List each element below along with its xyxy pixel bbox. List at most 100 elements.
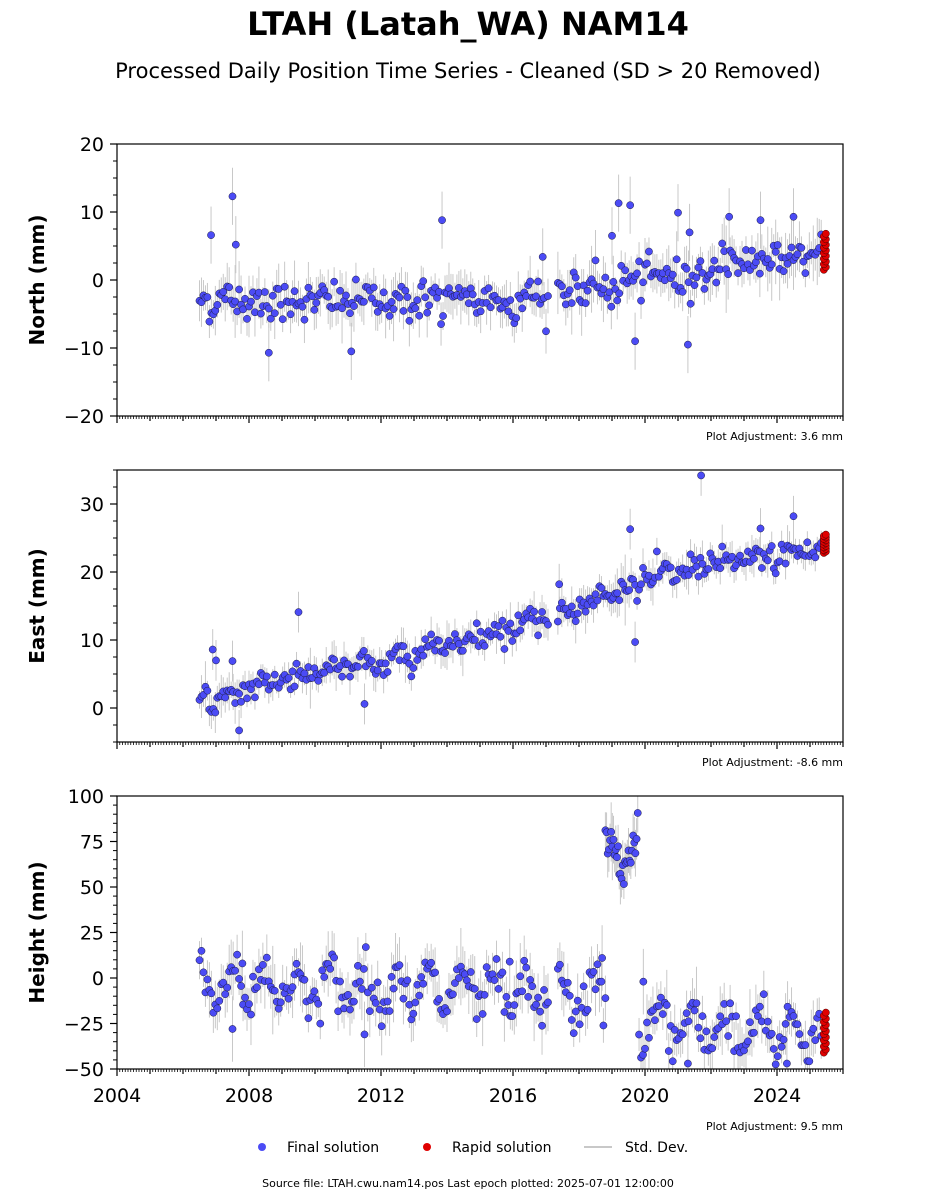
final-point (583, 1005, 592, 1014)
final-point (207, 989, 216, 998)
final-point (203, 975, 212, 984)
plot-area (195, 796, 830, 1069)
final-point (809, 1024, 818, 1033)
final-point (609, 278, 618, 286)
final-point (554, 617, 562, 626)
final-point (615, 289, 624, 298)
final-point (544, 292, 552, 300)
final-point (266, 314, 275, 323)
outlier-point (505, 957, 514, 966)
final-point (639, 278, 647, 287)
outlier-point (756, 524, 765, 533)
final-point (635, 257, 643, 266)
final-point (292, 959, 301, 968)
final-point (439, 312, 447, 320)
final-point (500, 1008, 509, 1016)
final-point (354, 961, 362, 970)
x-tick-label: 2020 (621, 1085, 669, 1107)
final-point (708, 1044, 717, 1053)
final-point (367, 983, 376, 992)
final-point (633, 809, 642, 817)
final-point (371, 999, 380, 1007)
final-point (795, 1030, 804, 1038)
final-point (787, 243, 796, 252)
final-point (407, 672, 416, 681)
final-point (413, 296, 422, 304)
final-point (399, 307, 408, 315)
y-tick-label: 20 (80, 134, 104, 156)
y-tick-label: 0 (92, 270, 104, 292)
outlier-point (697, 471, 705, 480)
final-point (724, 1032, 733, 1040)
final-point (451, 979, 459, 987)
rapid-point (822, 229, 830, 238)
final-point (601, 994, 610, 1003)
final-point (609, 835, 618, 844)
final-point (270, 670, 279, 679)
final-point (678, 1030, 687, 1039)
final-point (557, 282, 566, 291)
outlier-point (639, 977, 648, 986)
final-point (231, 297, 239, 306)
final-point (653, 547, 661, 556)
final-point (346, 309, 354, 318)
rapid-solution-points (820, 229, 830, 274)
final-point (799, 257, 808, 266)
final-point (635, 1030, 643, 1039)
outlier-point (555, 580, 564, 589)
outlier-point (235, 726, 243, 735)
legend-rapid-label: Rapid solution (452, 1140, 552, 1156)
final-point (579, 982, 588, 991)
final-point (415, 311, 424, 320)
final-point (769, 1045, 778, 1053)
final-point (597, 977, 606, 986)
final-point (358, 985, 366, 993)
final-point (571, 617, 580, 626)
final-point (591, 985, 600, 994)
final-point (472, 1015, 481, 1023)
y-tick-label: −50 (64, 1059, 104, 1081)
final-point (718, 239, 727, 248)
final-point (344, 991, 352, 999)
final-point (231, 966, 239, 975)
final-point (686, 550, 695, 559)
final-point (672, 576, 681, 584)
final-point (793, 1020, 802, 1029)
final-point (352, 275, 360, 284)
east-panel: 0 10 20 30 East (mm) Plot Adjustment: -8.6 mm (25, 469, 844, 769)
final-point (581, 299, 590, 307)
chart-title: LTAH (Latah_WA) NAM14 (247, 5, 689, 43)
final-point (326, 964, 335, 973)
outlier-point (208, 645, 217, 654)
final-point (797, 244, 806, 252)
final-point (643, 259, 651, 268)
final-point (419, 277, 428, 285)
final-point (698, 1012, 707, 1020)
final-point (441, 649, 449, 657)
final-point (682, 1009, 691, 1018)
final-point (411, 304, 420, 313)
final-point (245, 1000, 253, 1008)
final-point (534, 993, 542, 1002)
axes-frame (116, 143, 844, 417)
final-point (316, 1019, 325, 1028)
final-point (470, 635, 479, 644)
final-point (270, 309, 279, 318)
final-point (284, 674, 293, 682)
final-point (763, 255, 772, 263)
final-point (253, 983, 261, 992)
final-point (383, 997, 392, 1006)
outlier-point (228, 657, 237, 665)
final-point (455, 974, 463, 982)
final-point (540, 986, 548, 994)
final-point (750, 1028, 758, 1037)
final-point (338, 304, 346, 313)
final-point (690, 1006, 699, 1015)
final-point (310, 306, 319, 314)
final-point (494, 622, 503, 631)
final-point (292, 659, 301, 668)
final-point (304, 1014, 313, 1023)
outlier-point (608, 231, 616, 240)
final-point (498, 968, 507, 977)
final-point (387, 298, 396, 306)
